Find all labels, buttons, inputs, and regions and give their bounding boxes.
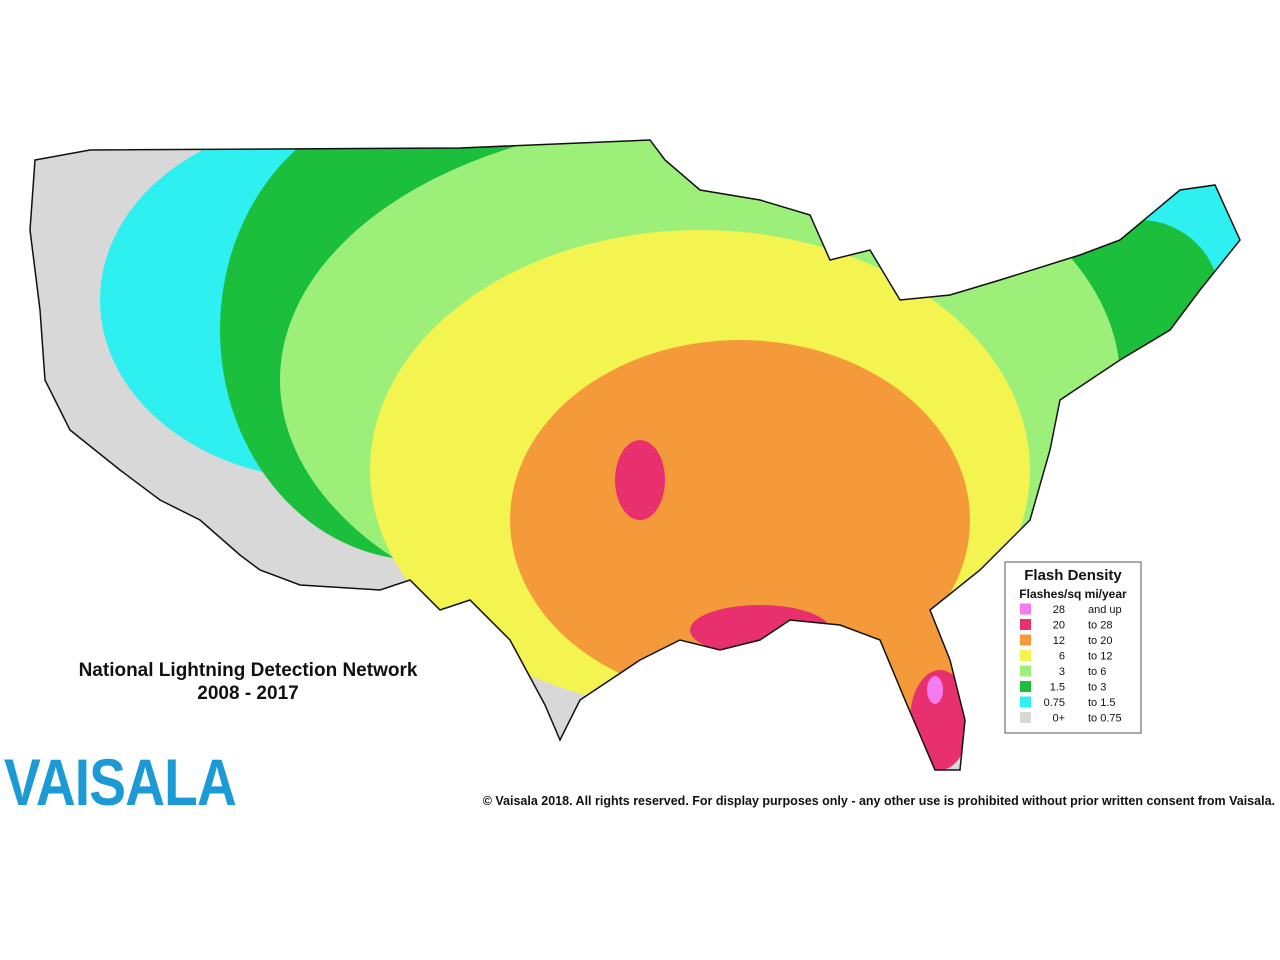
- logo: VAISALA: [4, 745, 236, 819]
- legend: Flash Density Flashes/sq mi/year 28 and u…: [1004, 561, 1142, 734]
- legend-swatch: [1020, 696, 1031, 708]
- legend-swatch: [1020, 681, 1031, 692]
- legend-from: 3: [1059, 666, 1065, 678]
- legend-to: to 28: [1088, 620, 1112, 632]
- legend-subtitle: Flashes/sq mi/year: [1019, 587, 1127, 601]
- legend-to: to 12: [1088, 651, 1112, 663]
- legend-from: 6: [1059, 651, 1065, 663]
- legend-swatch: [1020, 603, 1031, 615]
- legend-swatch: [1020, 619, 1031, 630]
- legend-swatch: [1020, 665, 1031, 677]
- map-title: National Lightning Detection Network: [79, 660, 418, 681]
- legend-from: 12: [1053, 635, 1065, 647]
- copyright: © Vaisala 2018. All rights reserved. For…: [483, 794, 1275, 808]
- legend-to: to 0.75: [1088, 713, 1122, 725]
- legend-from: 20: [1053, 620, 1065, 632]
- legend-from: 1.5: [1050, 682, 1065, 694]
- legend-from: 28: [1053, 604, 1065, 616]
- legend-swatch: [1020, 650, 1031, 661]
- legend-title: Flash Density: [1024, 567, 1122, 584]
- legend-to: to 20: [1088, 635, 1112, 647]
- legend-to: to 6: [1088, 666, 1106, 678]
- legend-from: 0.75: [1044, 697, 1065, 709]
- legend-to: to 3: [1088, 682, 1106, 694]
- map-period: 2008 - 2017: [197, 683, 298, 704]
- legend-from: 0+: [1052, 713, 1065, 725]
- legend-to: to 1.5: [1088, 697, 1116, 709]
- legend-to: and up: [1088, 604, 1122, 616]
- legend-swatch: [1020, 634, 1031, 646]
- legend-swatch: [1020, 712, 1031, 723]
